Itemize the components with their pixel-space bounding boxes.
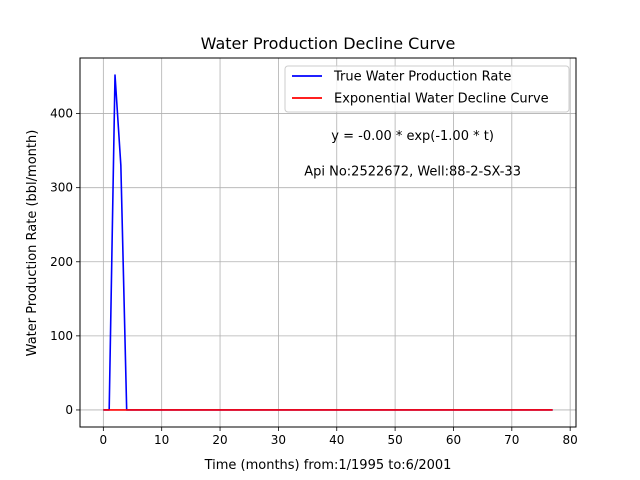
y-axis-label: Water Production Rate (bbl/month): [25, 130, 40, 357]
axis-ticks: 0 10 20 30 40 50 60 70 80 0 100 200 300 400: [50, 107, 578, 447]
legend-box: [284, 65, 570, 113]
plot-frame: [79, 57, 577, 428]
legend-label-2: Exponential Water Decline Curve: [334, 92, 549, 107]
x-tick-label: 20: [212, 433, 227, 447]
y-tick-label: 200: [50, 255, 73, 269]
chart-title: Water Production Decline Curve: [201, 34, 456, 53]
x-tick-label: 80: [563, 433, 578, 447]
y-tick-label: 0: [65, 403, 73, 417]
y-tick-label: 300: [50, 181, 73, 195]
annotations: y = -0.00 * exp(-1.00 * t) Api No:2522672…: [304, 129, 521, 180]
annotation-2: Api No:2522672, Well:88-2-SX-33: [304, 164, 521, 179]
x-tick-label: 30: [271, 433, 286, 447]
x-tick-label: 60: [446, 433, 461, 447]
y-tick-label: 400: [50, 107, 73, 121]
x-axis-label: Time (months) from:1/1995 to:6/2001: [204, 458, 452, 473]
annotation-1: y = -0.00 * exp(-1.00 * t): [331, 129, 494, 144]
x-tick-label: 40: [329, 433, 344, 447]
x-tick-label: 0: [100, 433, 108, 447]
legend: True Water Production Rate Exponential Wa…: [284, 65, 570, 113]
y-tick-label: 100: [50, 329, 73, 343]
legend-label-1: True Water Production Rate: [333, 70, 511, 85]
x-tick-label: 70: [504, 433, 519, 447]
x-tick-label: 50: [387, 433, 402, 447]
x-tick-label: 10: [154, 433, 169, 447]
series-lines: [103, 74, 553, 411]
